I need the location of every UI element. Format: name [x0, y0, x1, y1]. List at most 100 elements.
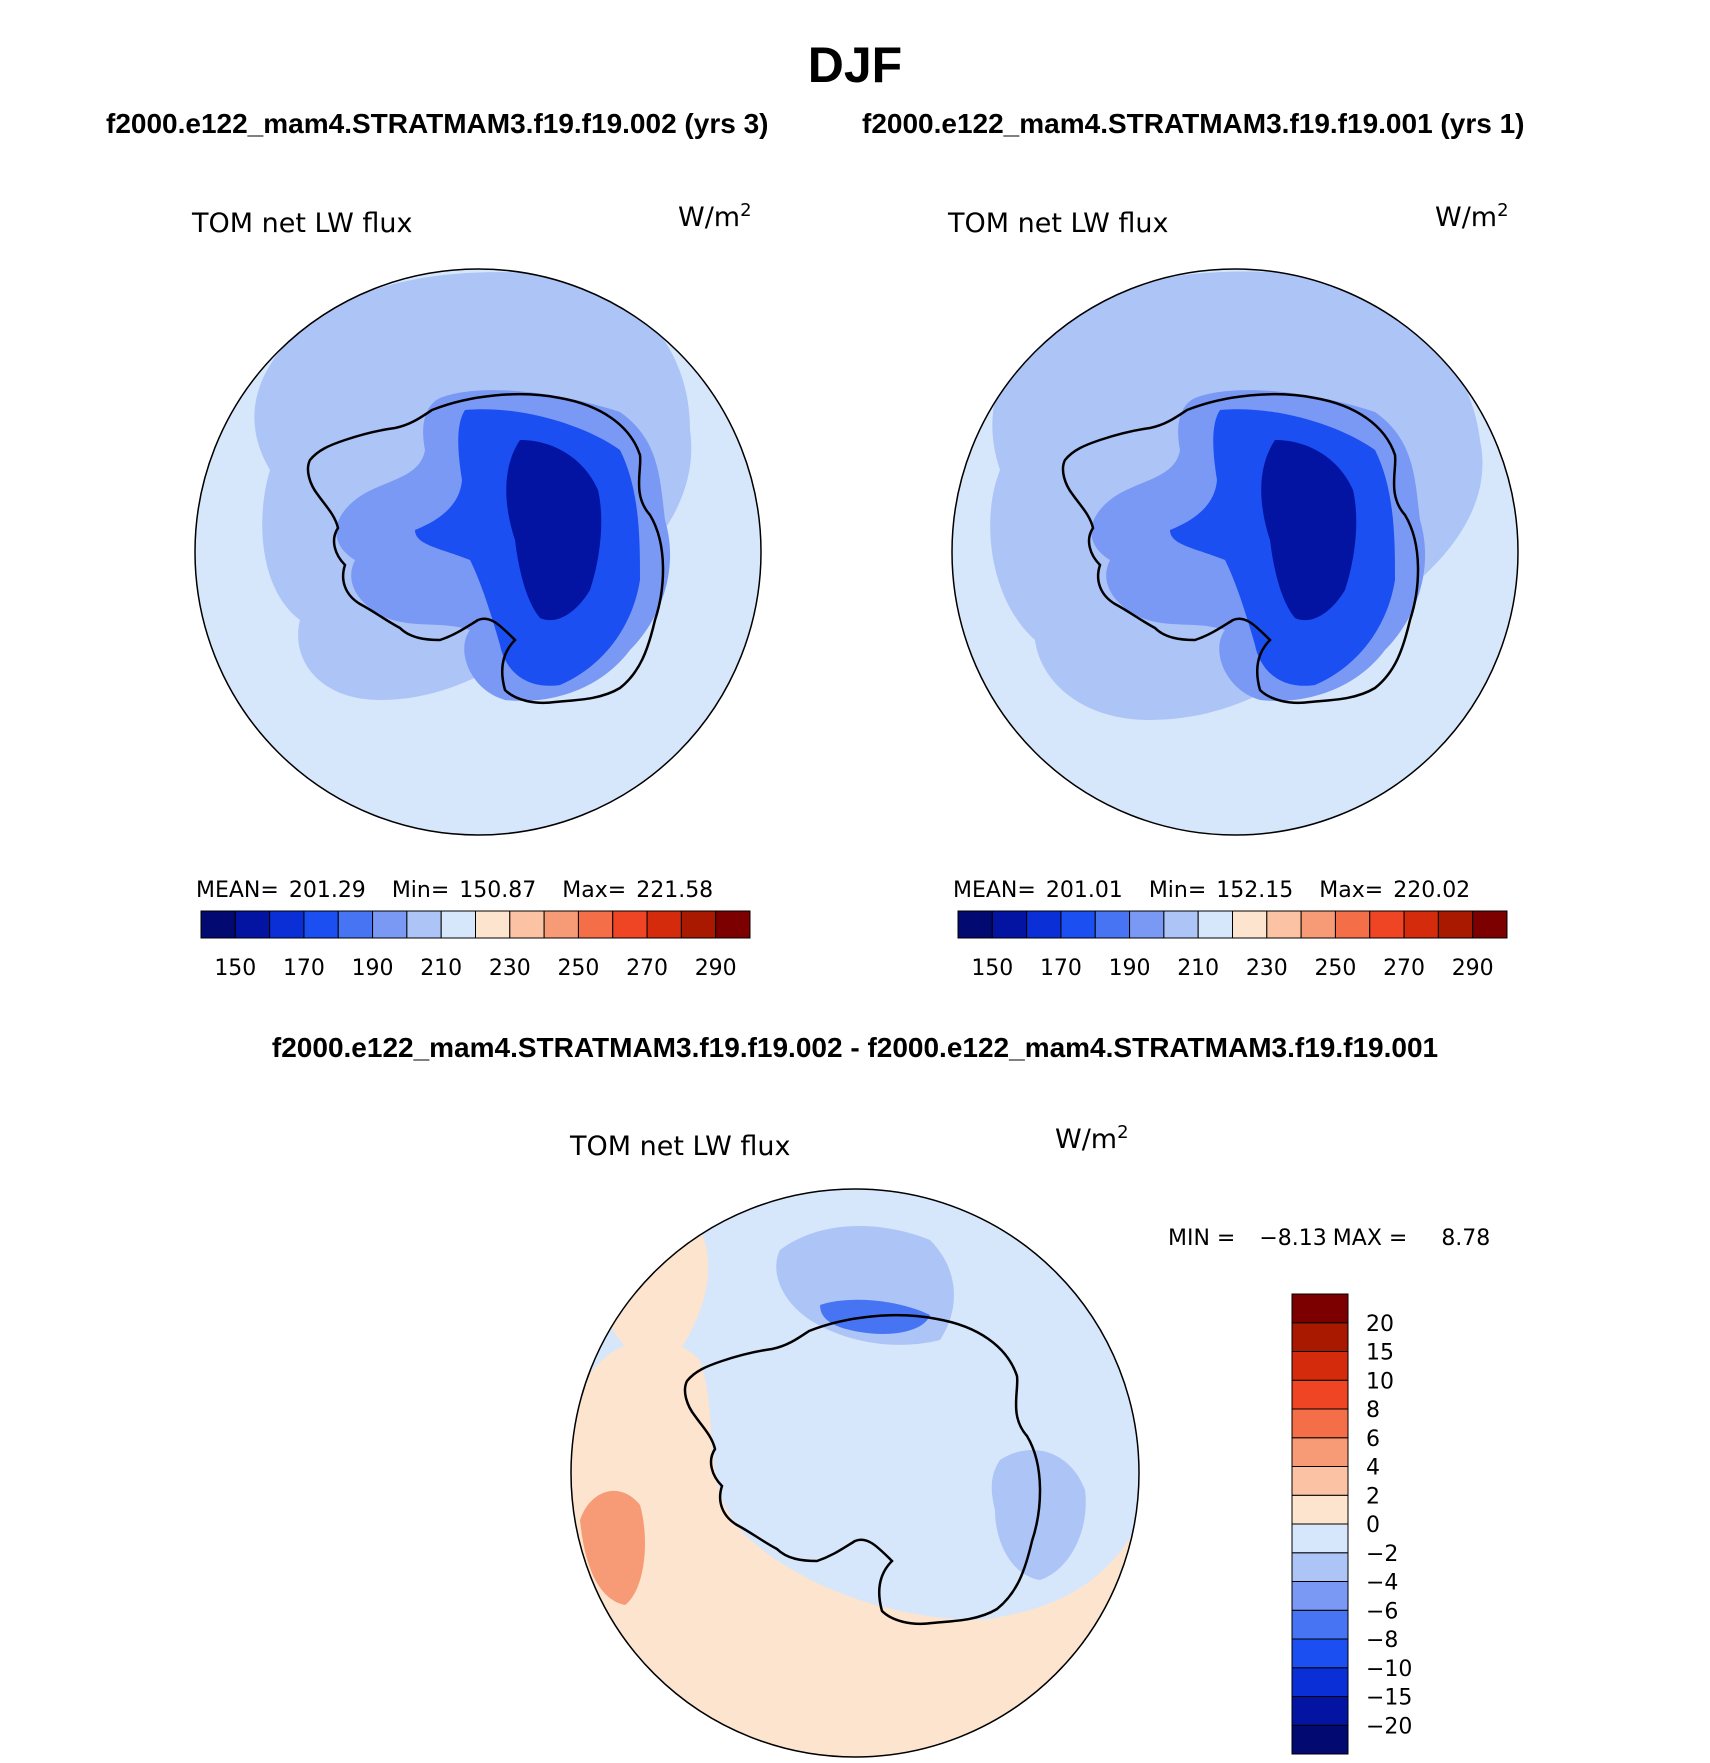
colorbar-swatch — [1266, 910, 1302, 939]
colorbar-tick-label: 15 — [1366, 1341, 1394, 1366]
variable-label-right: TOM net LW flux — [947, 208, 1168, 239]
colorbar-tick-label: 230 — [489, 956, 531, 981]
main-title: DJF — [807, 37, 903, 93]
case-title-left: f2000.e122_mam4.STRATMAM3.f19.f19.002 (y… — [106, 108, 769, 139]
colorbar-swatch — [1300, 910, 1336, 939]
colorbar-swatch — [234, 910, 271, 939]
colorbar-swatch — [1291, 1523, 1349, 1554]
map-diff — [571, 1189, 1139, 1757]
colorbar-swatch — [440, 910, 476, 939]
colorbar-swatch — [543, 910, 579, 939]
colorbar-tick-label: 290 — [1452, 956, 1494, 981]
colorbar-tick-label: 8 — [1366, 1398, 1380, 1423]
colorbar-swatch — [577, 910, 614, 939]
map-diff-border — [570, 1188, 1140, 1758]
colorbar-swatch — [1291, 1696, 1349, 1726]
colorbar-tick-label: 230 — [1246, 956, 1288, 981]
case-title-right: f2000.e122_mam4.STRATMAM3.f19.f19.001 (y… — [862, 108, 1525, 139]
colorbar-tick-label: 250 — [557, 956, 599, 981]
units-label-left: W/m2 — [678, 200, 752, 233]
colorbar-tick-label: −15 — [1366, 1686, 1412, 1711]
map-diff-positive-max — [580, 1490, 645, 1605]
colorbar-swatch — [991, 910, 1028, 939]
map-right-plateau — [1261, 440, 1357, 621]
colorbar-tick-label: −4 — [1366, 1571, 1398, 1596]
map-left-coastline — [306, 392, 665, 705]
colorbar-swatch — [1129, 910, 1165, 939]
colorbar-swatch — [1291, 1408, 1349, 1439]
units-label-diff: W/m2 — [1055, 1122, 1129, 1155]
colorbar-swatch — [509, 910, 545, 939]
colorbar-tick-label: 170 — [1040, 956, 1082, 981]
colorbar-tick-label: 270 — [626, 956, 668, 981]
colorbar-swatch — [1291, 1724, 1349, 1755]
units-label-right: W/m2 — [1435, 200, 1509, 233]
colorbar-left: 150 170 190 210 230 250 270 290 — [200, 910, 751, 981]
colorbar-right: 150 170 190 210 230 250 270 290 — [957, 910, 1508, 981]
colorbar-swatch — [715, 910, 751, 939]
map-right-border — [951, 268, 1519, 836]
colorbar-tick-label: −8 — [1366, 1628, 1398, 1653]
map-diff-positive-south — [571, 1200, 1139, 1757]
colorbar-swatch — [337, 910, 374, 939]
colorbar-tick-label: −10 — [1366, 1657, 1412, 1682]
colorbar-swatch — [1291, 1322, 1349, 1352]
colorbar-tick-label: −6 — [1366, 1599, 1398, 1624]
colorbar-tick-label: 270 — [1383, 956, 1425, 981]
colorbar-swatch — [1291, 1609, 1349, 1640]
colorbar-tick-label: 2 — [1366, 1484, 1380, 1509]
map-diff-coastline — [683, 1313, 1042, 1626]
colorbar-swatch — [1291, 1351, 1349, 1381]
colorbar-tick-label: 20 — [1366, 1312, 1394, 1337]
map-right — [952, 269, 1518, 835]
colorbar-tick-label: 210 — [1177, 956, 1219, 981]
colorbar-tick-label: 150 — [971, 956, 1013, 981]
colorbar-swatch — [1291, 1638, 1349, 1669]
colorbar-swatch — [1291, 1293, 1349, 1324]
stats-right: MEAN= 201.01 Min= 152.15 Max= 220.02 — [953, 878, 1470, 903]
colorbar-swatch — [1472, 910, 1508, 939]
colorbar-tick-label: 10 — [1366, 1369, 1394, 1394]
colorbar-tick-label: 170 — [283, 956, 325, 981]
colorbar-tick-label: −2 — [1366, 1542, 1398, 1567]
colorbar-swatch — [1026, 910, 1062, 939]
colorbar-tick-label: 0 — [1366, 1513, 1380, 1538]
colorbar-swatch — [957, 910, 993, 939]
diff-title: f2000.e122_mam4.STRATMAM3.f19.f19.002 - … — [271, 1032, 1439, 1063]
colorbar-swatch — [406, 910, 442, 939]
colorbar-swatch — [1094, 910, 1131, 939]
colorbar-swatch — [1197, 910, 1233, 939]
stats-left: MEAN= 201.29 Min= 150.87 Max= 221.58 — [196, 878, 713, 903]
colorbar-swatch — [475, 910, 511, 939]
colorbar-swatch — [1291, 1552, 1349, 1582]
colorbar-swatch — [303, 910, 339, 939]
colorbar-tick-label: 4 — [1366, 1456, 1380, 1481]
colorbar-swatch — [1291, 1581, 1349, 1611]
colorbar-swatch — [372, 910, 408, 939]
colorbar-tick-label: 190 — [1109, 956, 1151, 981]
map-left-plateau — [506, 440, 602, 621]
colorbar-swatch — [680, 910, 717, 939]
colorbar-swatch — [1437, 910, 1474, 939]
map-left-border — [194, 268, 762, 836]
colorbar-tick-label: −20 — [1366, 1714, 1412, 1739]
colorbar-swatch — [1060, 910, 1096, 939]
colorbar-swatch — [1291, 1466, 1349, 1496]
map-left — [195, 269, 761, 835]
stats-diff: MIN = −8.13 MAX = 8.78 — [1168, 1226, 1490, 1251]
colorbar-tick-label: 190 — [352, 956, 394, 981]
colorbar-swatch — [1291, 1437, 1349, 1467]
colorbar-swatch — [1369, 910, 1405, 939]
colorbar-swatch — [1163, 910, 1199, 939]
colorbar-tick-label: 210 — [420, 956, 462, 981]
colorbar-swatch — [1334, 910, 1371, 939]
variable-label-diff: TOM net LW flux — [569, 1131, 790, 1162]
colorbar-swatch — [1291, 1494, 1349, 1525]
colorbar-swatch — [646, 910, 682, 939]
colorbar-swatch — [1291, 1379, 1349, 1410]
map-right-coastline — [1061, 392, 1420, 705]
variable-label-left: TOM net LW flux — [191, 208, 412, 239]
colorbar-swatch — [1291, 1667, 1349, 1697]
